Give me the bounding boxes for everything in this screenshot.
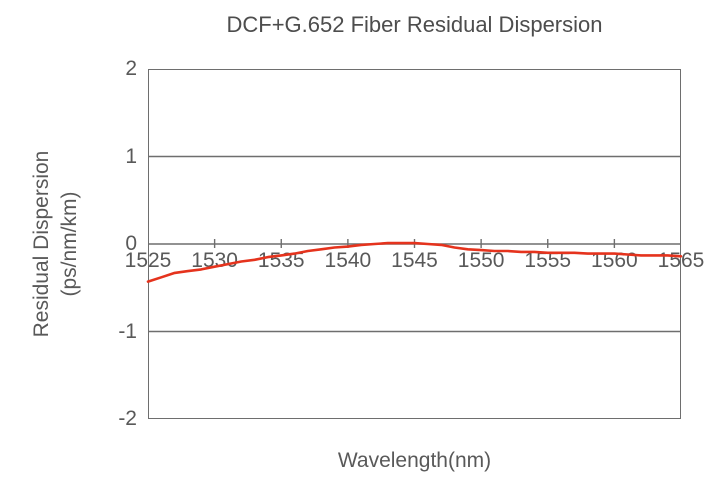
- y-tick-label-1: 1: [125, 144, 137, 168]
- y-tick-label--1: -1: [118, 319, 137, 343]
- y-tick-label-0: 0: [125, 232, 137, 255]
- x-tick-label-1530: 1530: [191, 249, 238, 272]
- x-tick-label-1550: 1550: [457, 249, 505, 272]
- y-axis-title: Residual Dispersion (ps/nm/km): [28, 64, 86, 424]
- dispersion-curve: [146, 241, 683, 283]
- chart-title: DCF+G.652 Fiber Residual Dispersion: [226, 12, 603, 37]
- x-tick-label-1525: 1525: [124, 249, 172, 272]
- y-axis-title-line1: Residual Dispersion: [30, 150, 53, 338]
- x-tick-label-1545: 1545: [391, 249, 438, 272]
- y-tick-label-2: 2: [125, 57, 137, 80]
- y-tick-label--2: -2: [118, 407, 137, 430]
- x-tick-label-1540: 1540: [324, 249, 372, 272]
- chart-canvas: [146, 155, 683, 333]
- x-axis-title: Wavelength(nm): [337, 449, 492, 472]
- y-axis-title-line2: (ps/nm/km): [58, 191, 81, 297]
- x-tick-label-1555: 1555: [524, 249, 572, 272]
